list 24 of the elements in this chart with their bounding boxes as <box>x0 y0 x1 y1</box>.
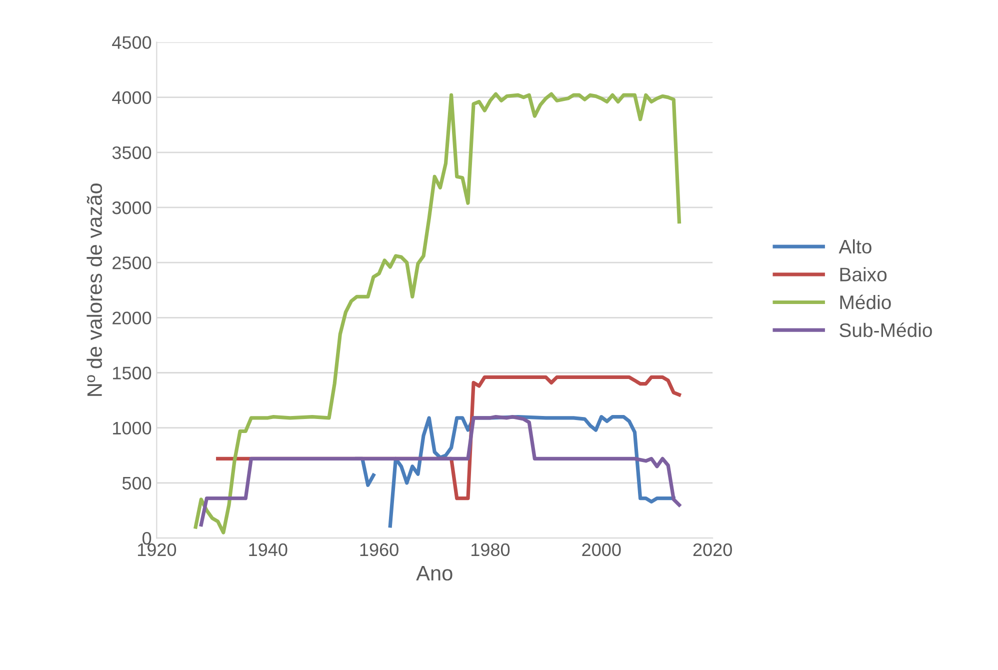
y-tick-label: 2000 <box>112 312 152 324</box>
x-tick-label: 2020 <box>693 543 732 556</box>
y-tick-label: 3000 <box>112 201 152 214</box>
y-axis-title: Nº de valores de vazão <box>86 184 102 396</box>
y-tick-label: 3500 <box>112 146 152 160</box>
x-tick-label: 1980 <box>472 543 510 556</box>
y-tick-label: 1500 <box>113 366 152 380</box>
y-tick-label: 0 <box>142 532 152 545</box>
y-tick-label: 1000 <box>113 422 152 435</box>
x-tick-label: 1960 <box>360 543 398 556</box>
x-tick-label: 1920 <box>138 543 176 556</box>
x-tick-label: 1940 <box>249 543 288 556</box>
legend-label: Alto <box>838 239 872 254</box>
y-tick-label: 4500 <box>112 36 152 49</box>
line-series <box>199 415 682 527</box>
legend-label: Médio <box>840 294 891 310</box>
x-axis-title: Ano <box>416 566 452 581</box>
y-tick-label: 4000 <box>112 91 152 104</box>
legend-label: Baixo <box>840 267 887 282</box>
line-series <box>194 92 682 534</box>
y-tick-label: 2500 <box>112 256 152 270</box>
legend-label: Sub-Médio <box>840 322 932 338</box>
y-tick-label: 500 <box>122 476 152 490</box>
x-tick-label: 2000 <box>582 543 621 556</box>
